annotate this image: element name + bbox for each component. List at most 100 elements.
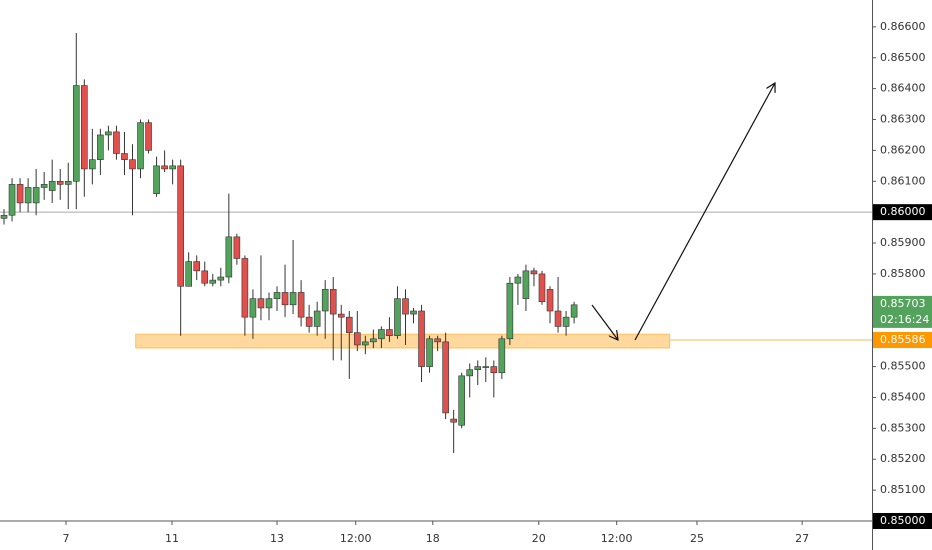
candle-body [458,375,465,426]
candle-body [0,214,8,219]
x-tick-label: 25 [690,532,704,545]
candle-body [426,338,433,367]
x-tick-label: 18 [426,532,440,545]
candle-body [329,289,337,315]
x-tick-label: 7 [63,532,70,545]
candle-body [113,131,120,154]
candle-body [305,316,313,327]
y-tick-label: 0.86600 [880,20,926,33]
x-tick-label: 12:00 [601,532,633,545]
candle-body [450,418,457,423]
candle-body [321,289,329,312]
candle-body [233,236,241,259]
candle-body [482,366,490,368]
y-tick-label: 0.85900 [880,236,926,249]
candle-body [257,298,265,309]
candle-body [145,122,152,151]
candle-body [16,184,24,204]
y-tick-label: 0.86500 [880,51,926,64]
candle-body [442,341,449,414]
candle-body [394,298,401,337]
price-label-box [873,295,932,328]
zone-label: 0.85586 [880,333,926,346]
candle-body [64,180,72,185]
candle-body [538,273,546,303]
candle-body [570,304,578,318]
zone-label-box [873,332,932,349]
y-tick-label: 0.85200 [880,452,926,465]
candle-body [362,341,369,346]
y-tick-label: 0.85400 [880,390,926,403]
candle-body [345,316,353,333]
candle-body [209,279,217,284]
candle-body [48,180,56,191]
candle-body [490,366,498,374]
candle-body [378,329,385,340]
candle-body [169,165,176,170]
candle-body [337,313,345,318]
candle-body [121,153,128,160]
plot-area [0,33,872,522]
y-tick-label: 0.86400 [880,82,926,95]
candle-body [193,261,201,272]
candle-body [281,292,289,306]
candle-body [40,184,48,188]
candle-body [32,187,40,204]
candle-body [506,282,514,340]
candle-body [530,270,538,275]
candle-body [514,276,522,284]
candle-body [297,292,305,318]
candle-body [201,270,209,284]
level-label-box [873,513,932,529]
y-tick-label: 0.86100 [880,174,926,187]
candle-body [185,261,192,287]
y-tick-label: 0.85300 [880,421,926,434]
candle-body [89,159,96,170]
candle-body [177,165,184,287]
candle-body [289,292,297,306]
candle-body [225,236,233,278]
candle-body [354,332,361,346]
candle-body [410,310,417,315]
candle-body [522,270,530,299]
y-tick-label: 0.86200 [880,143,926,156]
candle-body [562,316,570,327]
candle-body [370,338,377,343]
candle-body [402,298,409,315]
x-tick-label: 11 [165,532,179,545]
candle-body [386,329,393,337]
candle-body [129,159,136,170]
candle-body [24,187,32,204]
y-tick-label: 0.86300 [880,113,926,126]
candle-body [56,180,64,185]
x-tick-label: 13 [270,532,284,545]
candle-body [313,310,321,327]
y-tick-label: 0.85800 [880,267,926,280]
candle-body [466,369,474,377]
zone [135,333,671,349]
candle-body [137,122,144,170]
candle-body [81,85,88,170]
candle-body [273,292,281,299]
x-tick-label: 20 [532,532,546,545]
candle-body [241,258,249,318]
candle-body [498,338,506,374]
candle-body [8,184,16,216]
candle-body [72,85,80,182]
arrow-up [634,83,775,341]
candle-body [418,310,425,367]
candle-body [249,298,257,318]
candle-body [161,165,168,170]
candle-body [217,276,225,281]
x-tick-label: 27 [795,532,809,545]
candle-body [265,298,273,309]
price-label: 0.85703 [880,297,926,310]
level-label: 0.86000 [880,205,926,218]
candle-body [474,366,482,370]
candle-body [97,134,104,160]
arrow-down [591,304,618,340]
candle-body [434,338,441,343]
candle-body [546,289,554,312]
